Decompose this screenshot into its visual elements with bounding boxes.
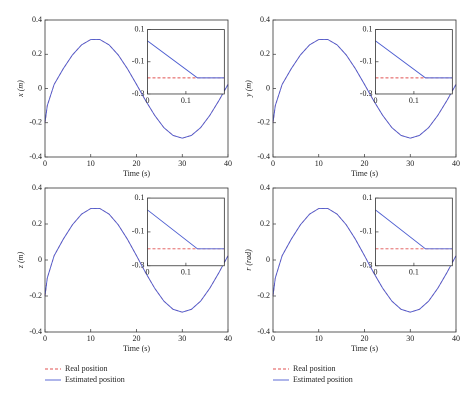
legend-label: Real position [65,364,107,373]
y-tick-label: -0.3 [132,89,145,98]
x-tick-label: 0 [145,268,149,277]
x-axis-label: Time (s) [123,344,150,353]
series-line [44,208,229,313]
legend-label: Real position [293,364,335,373]
x-tick-label: 10 [315,159,323,168]
x-tick-label: 0 [43,159,47,168]
y-tick-label: 0 [38,255,42,264]
y-tick-label: 0.4 [260,183,270,192]
inset-frame [375,197,453,267]
inset-background [375,198,453,266]
series-line [147,40,225,79]
plot-frame [272,19,457,158]
x-tick-label: 20 [361,159,369,168]
inset-frame [147,29,225,95]
x-tick-label: 20 [133,334,141,343]
x-tick-label: 20 [361,334,369,343]
inset-frame [375,29,453,95]
inset-background [147,198,225,266]
x-tick-label: 40 [224,159,232,168]
x-tick-label: 40 [452,159,460,168]
legend-label: Estimated position [65,375,125,384]
inset-frame [147,197,225,267]
y-tick-label: -0.2 [257,118,270,127]
y-tick-label: 0.1 [362,193,372,202]
y-tick-label: 0.2 [260,219,270,228]
x-tick-label: 40 [224,334,232,343]
x-axis-label: Time (s) [123,169,150,178]
series-line [272,39,457,139]
series-line [44,39,229,139]
inset-background [375,29,453,94]
x-tick-label: 20 [133,159,141,168]
plot-frame [272,187,457,333]
series-line [375,209,453,250]
x-tick-label: 0 [373,268,377,277]
y-tick-label: -0.4 [257,327,270,336]
y-tick-label: -0.4 [257,152,270,161]
x-tick-label: 0 [271,159,275,168]
plot-frame [44,187,229,333]
x-tick-label: 0 [145,96,149,105]
x-axis-label: Time (s) [351,169,378,178]
x-tick-label: 0.1 [409,268,419,277]
y-tick-label: 0.2 [32,49,42,58]
y-tick-label: -0.1 [132,57,145,66]
series-line [272,208,457,313]
y-tick-label: -0.2 [29,291,42,300]
y-tick-label: -0.3 [132,261,145,270]
x-tick-label: 0 [373,96,377,105]
x-tick-label: 0 [271,334,275,343]
series-line [375,40,453,79]
y-tick-label: 0.4 [32,183,42,192]
series-line [147,209,225,250]
y-tick-label: -0.3 [360,261,373,270]
y-axis-label: r (rad) [244,249,253,271]
y-tick-label: 0.2 [32,219,42,228]
y-tick-label: -0.4 [29,152,42,161]
x-tick-label: 10 [315,334,323,343]
y-tick-label: 0 [266,255,270,264]
y-axis-label: y (m) [244,80,253,98]
x-tick-label: 10 [87,159,95,168]
y-tick-label: -0.2 [257,291,270,300]
plot-frame [44,19,229,158]
y-tick-label: -0.1 [360,227,373,236]
y-tick-label: 0 [38,83,42,92]
x-tick-label: 40 [452,334,460,343]
x-tick-label: 0.1 [409,96,419,105]
y-tick-label: 0.2 [260,49,270,58]
x-tick-label: 30 [178,334,186,343]
y-axis-label: z (m) [16,252,25,270]
legend-label: Estimated position [293,375,353,384]
x-tick-label: 10 [87,334,95,343]
y-tick-label: 0.1 [134,24,144,33]
x-tick-label: 30 [178,159,186,168]
y-tick-label: -0.1 [360,57,373,66]
y-tick-label: -0.2 [29,118,42,127]
inset-background [147,29,225,94]
y-tick-label: 0.4 [32,15,42,24]
y-tick-label: -0.3 [360,89,373,98]
x-tick-label: 30 [406,334,414,343]
x-axis-label: Time (s) [351,344,378,353]
x-tick-label: 0.1 [181,268,191,277]
y-axis-label: x (m) [16,80,25,98]
y-tick-label: -0.4 [29,327,42,336]
y-tick-label: 0.1 [134,193,144,202]
y-tick-label: 0.4 [260,15,270,24]
x-tick-label: 0 [43,334,47,343]
y-tick-label: 0.1 [362,24,372,33]
x-tick-label: 30 [406,159,414,168]
y-tick-label: -0.1 [132,227,145,236]
y-tick-label: 0 [266,83,270,92]
x-tick-label: 0.1 [181,96,191,105]
